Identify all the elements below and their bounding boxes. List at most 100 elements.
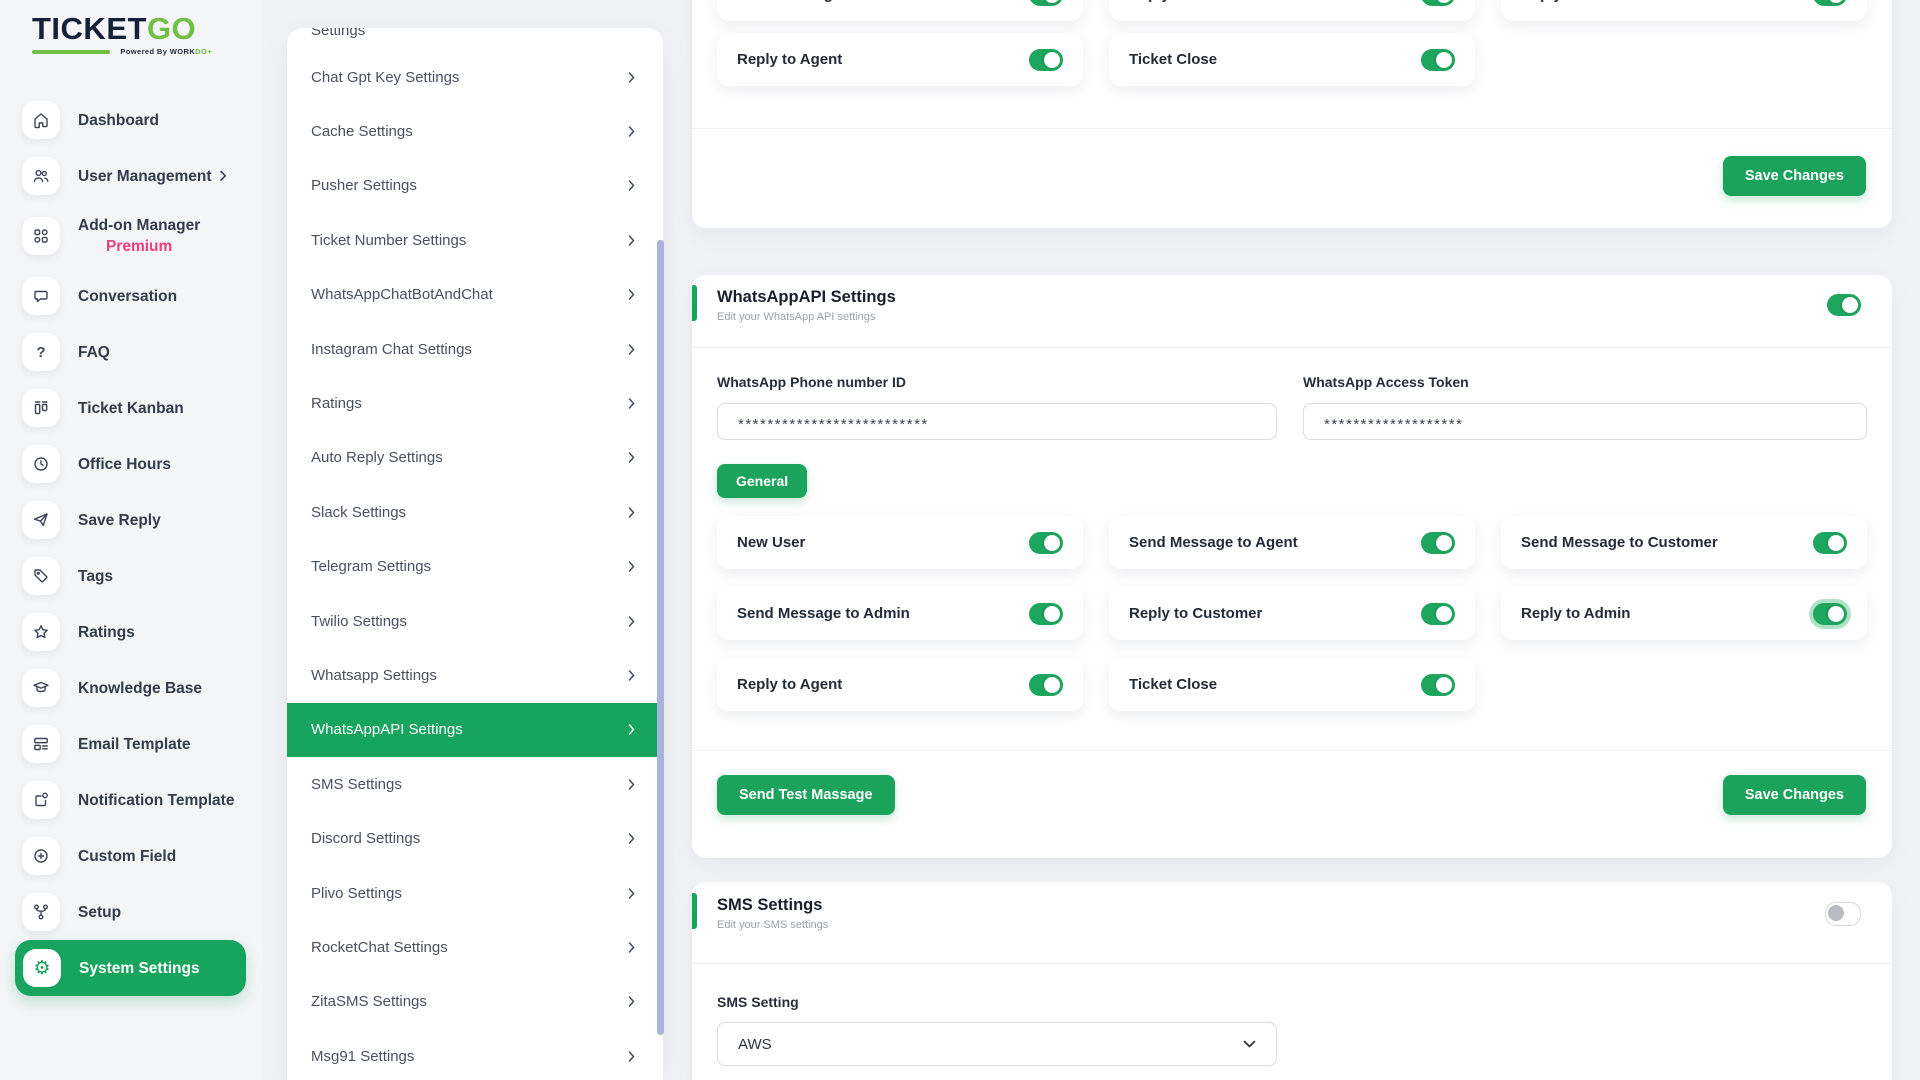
sidebar-item-label: System Settings (79, 959, 200, 977)
chevron-right-icon (628, 615, 636, 627)
settings-nav-label: Pusher Settings (311, 177, 417, 195)
toggle-card: Send Message to Customer (1501, 516, 1867, 569)
toggle-switch[interactable] (1029, 602, 1063, 625)
sidebar-item-label: Knowledge Base (78, 679, 203, 697)
settings-nav-item-twilio[interactable]: Twilio Settings (287, 594, 663, 648)
sidebar-item-system-settings[interactable]: ⚙ System Settings (15, 940, 246, 996)
sidebar-item-office-hours[interactable]: Office Hours (0, 436, 262, 492)
section-enable-toggle[interactable] (1827, 294, 1861, 316)
settings-nav-item-whatsappapi[interactable]: WhatsAppAPI Settings (287, 702, 663, 758)
send-test-message-button[interactable]: Send Test Massage (717, 775, 895, 815)
sidebar-item-dashboard[interactable]: Dashboard (0, 92, 262, 148)
chevron-down-icon (1243, 1040, 1256, 1049)
toggle-knob (1044, 51, 1060, 68)
sidebar-item-ratings[interactable]: Ratings (0, 604, 262, 660)
settings-nav-item-instagram[interactable]: Instagram Chat Settings (287, 322, 663, 376)
sidebar-item-user-management[interactable]: User Management (0, 148, 262, 204)
chevron-right-icon (628, 887, 636, 899)
selected-option: AWS (738, 1035, 772, 1053)
settings-nav-item-rocketchat[interactable]: RocketChat Settings (287, 920, 663, 974)
sms-provider-select[interactable]: AWS (717, 1022, 1277, 1066)
settings-nav-item-auto-reply[interactable]: Auto Reply Settings (287, 431, 663, 485)
toggle-switch[interactable] (1029, 531, 1063, 554)
sidebar-item-addon-manager[interactable]: Add-on Manager Premium (0, 204, 262, 268)
toggle-switch[interactable] (1421, 531, 1455, 554)
settings-nav-item-zitasms[interactable]: ZitaSMS Settings (287, 975, 663, 1029)
settings-nav-item-whatsapp-chatbot[interactable]: WhatsAppChatBotAndChat (287, 268, 663, 322)
toggle-switch[interactable] (1421, 602, 1455, 625)
premium-badge: Premium (105, 238, 173, 255)
whatsapp-access-token-input[interactable] (1303, 403, 1867, 440)
settings-nav-item-whatsapp[interactable]: Whatsapp Settings (287, 648, 663, 702)
toggle-switch[interactable] (1421, 0, 1455, 6)
toggle-switch[interactable] (1813, 0, 1847, 6)
section-accent-bar (692, 285, 697, 321)
field-label-access-token: WhatsApp Access Token (1303, 374, 1469, 390)
settings-nav-item-sms[interactable]: SMS Settings (287, 757, 663, 811)
toggle-switch[interactable] (1421, 48, 1455, 71)
chevron-right-icon (628, 507, 636, 518)
sidebar-item-conversation[interactable]: Conversation (0, 268, 262, 324)
section-title: WhatsAppAPI Settings (717, 288, 896, 306)
question-icon: ? (22, 333, 60, 371)
settings-nav-label: Cache Settings (311, 123, 413, 141)
settings-nav-item-cache[interactable]: Cache Settings (287, 104, 663, 158)
settings-nav-item-msg91[interactable]: Msg91 Settings (287, 1029, 663, 1080)
toggle-knob (1436, 605, 1452, 622)
toggle-knob (1436, 51, 1452, 68)
section-enable-toggle[interactable] (1825, 902, 1861, 926)
sidebar-item-label: FAQ (78, 343, 110, 361)
toggle-knob (1828, 905, 1844, 921)
toggle-switch[interactable] (1421, 673, 1455, 696)
settings-nav-item-ticket-number[interactable]: Ticket Number Settings (287, 213, 663, 267)
sidebar-item-label: Save Reply (78, 511, 161, 529)
settings-nav-item-partial[interactable]: Settings (311, 28, 366, 39)
toggle-label: Reply to Admin (1521, 0, 1630, 3)
chat-bubble-icon (22, 277, 60, 315)
toggle-knob (1044, 534, 1060, 551)
settings-nav-item-telegram[interactable]: Telegram Settings (287, 540, 663, 594)
settings-nav-scrollbar[interactable] (657, 240, 664, 1035)
sidebar-item-knowledge-base[interactable]: Knowledge Base (0, 660, 262, 716)
general-tab-button[interactable]: General (717, 464, 808, 498)
toggle-label: Reply to Customer (1129, 0, 1262, 3)
sidebar-item-faq[interactable]: ? FAQ (0, 324, 262, 380)
whatsapp-phone-id-input[interactable] (717, 403, 1277, 440)
toggle-switch-focused[interactable] (1813, 602, 1847, 625)
logo-wordmark: TICKETGO (32, 12, 212, 46)
sidebar-item-custom-field[interactable]: Custom Field (0, 828, 262, 884)
toggle-card: Send Message to Agent (1109, 516, 1475, 569)
toggle-label: New User (737, 534, 806, 551)
toggle-switch[interactable] (1029, 0, 1063, 6)
settings-nav-item-pusher[interactable]: Pusher Settings (287, 159, 663, 213)
settings-nav-panel: Settings Chat Gpt Key Settings Cache Set… (287, 28, 663, 1080)
sidebar-item-ticket-kanban[interactable]: Ticket Kanban (0, 380, 262, 436)
sidebar-item-tags[interactable]: Tags (0, 548, 262, 604)
save-changes-button[interactable]: Save Changes (1722, 156, 1866, 196)
settings-nav-label: Whatsapp Settings (311, 666, 437, 684)
toggle-switch[interactable] (1813, 531, 1847, 554)
toggle-label: Send Message to Admin (737, 605, 910, 622)
sidebar-item-setup[interactable]: Setup (0, 884, 262, 940)
settings-nav-item-ratings[interactable]: Ratings (287, 376, 663, 430)
toggle-card: Ticket Close (1109, 658, 1475, 711)
settings-nav-label: Ratings (311, 395, 362, 413)
plus-circle-icon (22, 837, 60, 875)
sidebar-item-notification-template[interactable]: Notification Template (0, 772, 262, 828)
sidebar-item-email-template[interactable]: Email Template (0, 716, 262, 772)
graduation-cap-icon (22, 669, 60, 707)
settings-nav-item-plivo[interactable]: Plivo Settings (287, 866, 663, 920)
toggle-switch[interactable] (1029, 673, 1063, 696)
toggle-switch[interactable] (1029, 48, 1063, 71)
users-icon (22, 157, 60, 195)
toggle-card: Send Message to Admin (717, 587, 1083, 640)
gear-icon: ⚙ (23, 949, 61, 987)
save-changes-button[interactable]: Save Changes (1722, 775, 1866, 815)
sidebar-item-save-reply[interactable]: Save Reply (0, 492, 262, 548)
chevron-right-icon (628, 1050, 636, 1062)
chevron-right-icon (628, 180, 636, 192)
settings-nav-item-chatgpt[interactable]: Chat Gpt Key Settings (287, 50, 663, 104)
settings-nav-item-slack[interactable]: Slack Settings (287, 485, 663, 539)
toggle-label: Reply to Agent (737, 51, 843, 68)
settings-nav-item-discord[interactable]: Discord Settings (287, 811, 663, 865)
